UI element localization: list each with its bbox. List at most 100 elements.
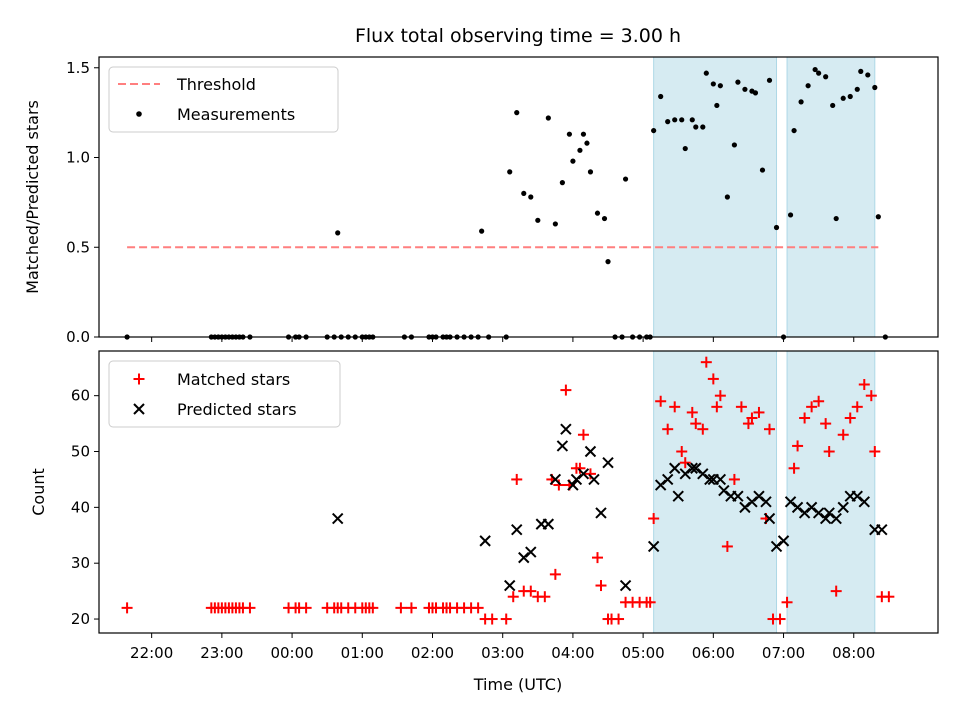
predicted-point	[549, 473, 562, 486]
predicted-point	[760, 496, 772, 508]
predicted-point	[858, 496, 870, 508]
series-predicted-stars	[332, 423, 888, 592]
matched-point	[577, 429, 589, 441]
y-tick-label: 0.0	[66, 328, 90, 346]
measurement-point	[872, 84, 878, 91]
legend-measurements-swatch	[136, 111, 142, 117]
predicted-point	[511, 523, 523, 536]
predicted-point	[654, 479, 667, 491]
series-matched-stars	[121, 356, 895, 625]
matched-point	[644, 596, 656, 608]
legend-x-marker	[133, 403, 145, 415]
measurement-point	[559, 180, 565, 186]
measurement-point	[766, 77, 773, 83]
measurement-point	[700, 124, 706, 130]
top-panel-x-ticks	[151, 337, 855, 342]
measurement-point	[710, 81, 716, 87]
measurement-point	[823, 74, 829, 80]
matched-point	[728, 473, 740, 485]
top-panel: 0.0 0.5 1.0 1.5 Matched/Predicted stars Thr…	[23, 56, 939, 346]
predicted-point	[686, 462, 698, 474]
measurement-point	[742, 86, 748, 92]
matched-point	[753, 406, 765, 418]
measurement-point	[865, 72, 871, 78]
measurement-point	[773, 224, 780, 231]
matched-point	[595, 580, 607, 592]
matched-point	[714, 390, 726, 402]
x-tick-label: 00:00	[270, 644, 313, 662]
measurement-point	[672, 117, 678, 123]
matched-point	[763, 423, 775, 435]
predicted-point	[518, 551, 530, 564]
measurement-point	[724, 194, 730, 200]
matched-point	[792, 440, 804, 452]
measurement-point	[858, 68, 864, 74]
predicted-point	[739, 501, 751, 514]
bottom-legend: Matched stars Predicted stars	[108, 360, 341, 428]
matched-point	[823, 446, 835, 458]
matched-point	[813, 395, 825, 407]
legend-measurements-label: Measurements	[177, 105, 295, 124]
matched-point	[830, 585, 842, 597]
predicted-point	[784, 496, 797, 508]
measurement-point	[791, 127, 797, 134]
legend-matched-swatch	[133, 373, 145, 385]
matched-point	[574, 462, 586, 474]
matched-point	[788, 462, 800, 474]
matched-point	[883, 591, 895, 603]
measurement-point	[658, 93, 664, 100]
predicted-point	[332, 512, 344, 525]
observing-window-0	[653, 56, 778, 338]
matched-point	[525, 585, 537, 597]
y-tick-label: 50	[71, 443, 90, 461]
predicted-point	[777, 535, 790, 547]
predicted-point	[830, 512, 842, 525]
legend-matched-label: Matched stars	[177, 370, 290, 389]
matched-point	[669, 401, 681, 413]
matched-point	[662, 423, 674, 435]
matched-point	[799, 412, 811, 424]
measurement-point	[521, 190, 527, 197]
measurement-point	[833, 215, 839, 222]
predicted-point	[697, 468, 709, 480]
measurement-point	[507, 169, 513, 175]
matched-point	[591, 552, 603, 564]
y-tick-label: 1.0	[66, 149, 90, 167]
predicted-point	[714, 473, 727, 486]
predicted-point	[718, 484, 730, 497]
legend-predicted-label: Predicted stars	[177, 400, 297, 419]
measurement-point	[577, 147, 583, 153]
measurement-point	[587, 169, 594, 175]
measurement-point	[689, 117, 695, 123]
matched-point	[676, 446, 688, 458]
measurement-point	[830, 102, 836, 109]
predicted-point	[567, 479, 579, 491]
measurement-point	[605, 259, 611, 265]
predicted-point	[819, 512, 832, 525]
matched-point	[837, 429, 849, 441]
predicted-point	[876, 523, 888, 536]
matched-point	[648, 513, 660, 525]
bottom-panel-frame	[98, 350, 939, 634]
x-tick-label: 06:00	[692, 644, 735, 662]
predicted-point	[556, 440, 569, 452]
predicted-point	[525, 546, 537, 558]
matched-point	[613, 613, 625, 625]
matched-point	[539, 591, 551, 603]
measurement-point	[622, 176, 629, 182]
measurement-point	[840, 95, 846, 101]
measurement-point	[816, 70, 822, 76]
matched-point	[367, 602, 379, 614]
bottom-panel-y-ticks: 20 30 40 50 60	[71, 387, 99, 628]
legend-threshold-label: Threshold	[176, 75, 256, 94]
measurement-point	[752, 90, 759, 96]
matched-point	[553, 479, 565, 491]
predicted-point	[647, 540, 660, 553]
measurement-point	[580, 131, 587, 137]
measurement-point	[798, 99, 804, 105]
matched-point	[500, 613, 512, 625]
x-tick-label: 08:00	[832, 644, 875, 662]
y-tick-label: 1.5	[66, 59, 90, 77]
matched-point	[655, 395, 667, 407]
